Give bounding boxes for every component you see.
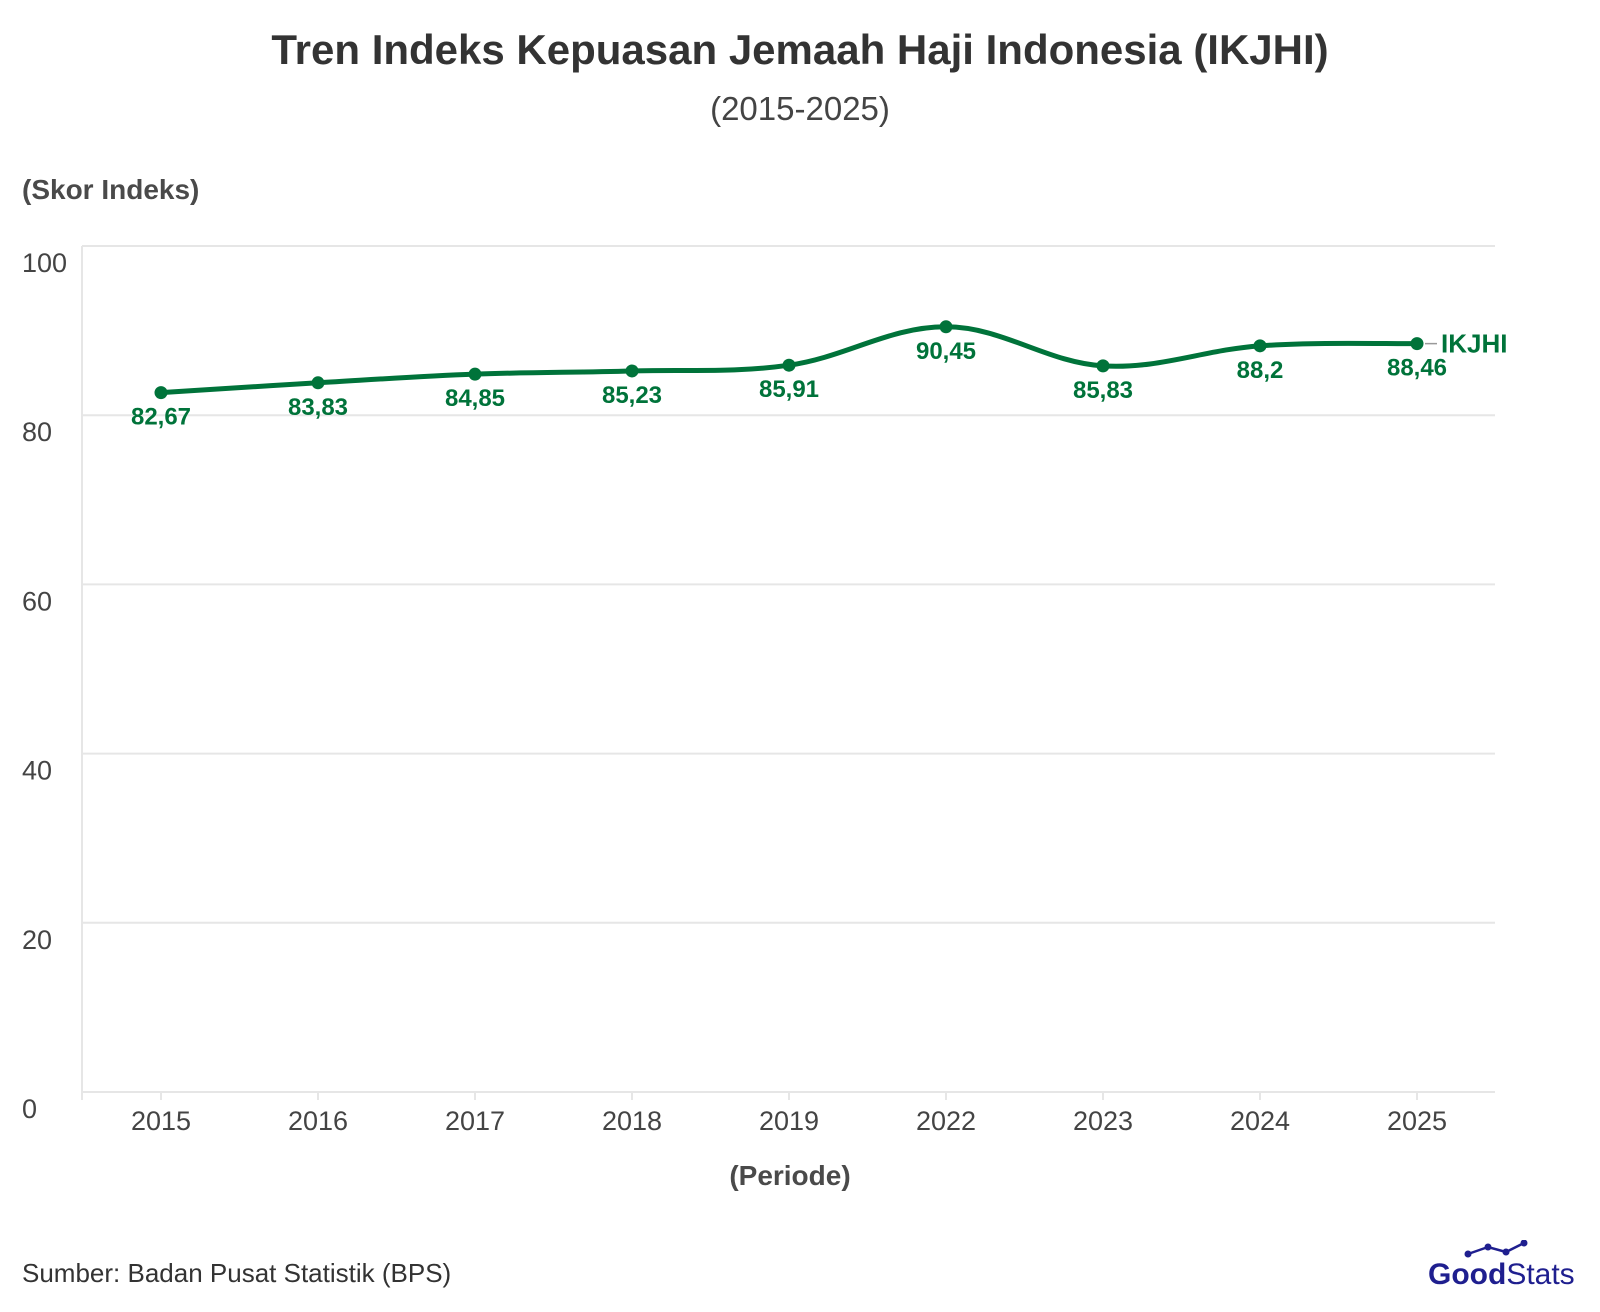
y-tick-label: 60 (22, 586, 52, 616)
data-point (1253, 339, 1267, 353)
data-label: 90,45 (916, 338, 976, 365)
logo-trend-dot (1484, 1243, 1492, 1251)
data-point (782, 358, 796, 372)
data-point (154, 386, 168, 400)
y-tick-label: 80 (22, 417, 52, 447)
data-point (625, 364, 639, 378)
data-point (939, 320, 953, 334)
goodstats-logo: GoodStats (1428, 1240, 1575, 1291)
x-tick-label: 2019 (759, 1106, 819, 1136)
series-layer (154, 320, 1424, 400)
logo-trend-dot (1502, 1248, 1510, 1256)
logo-stats: Stats (1506, 1258, 1574, 1291)
x-tick-label: 2015 (131, 1106, 191, 1136)
tick-layer: 0 20 40 60 80 100 2015 2016 2017 2018 2019 2022 2023… (22, 248, 1447, 1136)
data-label: 85,83 (1073, 377, 1133, 404)
data-point (311, 376, 325, 390)
data-label: 88,2 (1237, 357, 1284, 384)
x-tick-label: 2022 (916, 1106, 976, 1136)
logo-good: Good (1428, 1258, 1506, 1291)
x-axis-label: (Periode) (729, 1160, 851, 1191)
data-label: 85,91 (759, 376, 819, 403)
data-label: 84,85 (445, 385, 505, 412)
data-point (468, 367, 482, 381)
x-tick-label: 2016 (288, 1106, 348, 1136)
data-label: 82,67 (131, 404, 191, 431)
data-label: 85,23 (602, 382, 662, 409)
source-text: Sumber: Badan Pusat Statistik (BPS) (22, 1258, 452, 1288)
chart-title: Tren Indeks Kepuasan Jemaah Haji Indones… (271, 26, 1329, 73)
y-tick-label: 100 (22, 248, 67, 278)
y-tick-label: 20 (22, 925, 52, 955)
data-point (1096, 359, 1110, 373)
data-label: 88,46 (1387, 355, 1447, 382)
logo-trend-icon (1467, 1241, 1525, 1256)
x-tick-label: 2024 (1230, 1106, 1290, 1136)
x-tick-label: 2017 (445, 1106, 505, 1136)
series-name-label: IKJHI (1441, 329, 1507, 359)
y-tick-label: 0 (22, 1094, 37, 1124)
x-tick-label: 2023 (1073, 1106, 1133, 1136)
y-tick-label: 40 (22, 756, 52, 786)
chart-subtitle: (2015-2025) (710, 90, 890, 127)
label-layer: 82,67 83,83 84,85 85,23 85,91 90,45 85,83 88,2 8… (131, 329, 1508, 431)
x-tick-label: 2025 (1387, 1106, 1447, 1136)
logo-trend-dot (1520, 1240, 1528, 1247)
grid-layer (81, 245, 1495, 1100)
logo-text: GoodStats (1428, 1258, 1575, 1291)
data-label: 83,83 (288, 394, 348, 421)
logo-trend-dot (1464, 1250, 1472, 1258)
y-axis-label: (Skor Indeks) (22, 174, 200, 205)
x-tick-label: 2018 (602, 1106, 662, 1136)
data-point (1410, 337, 1424, 351)
